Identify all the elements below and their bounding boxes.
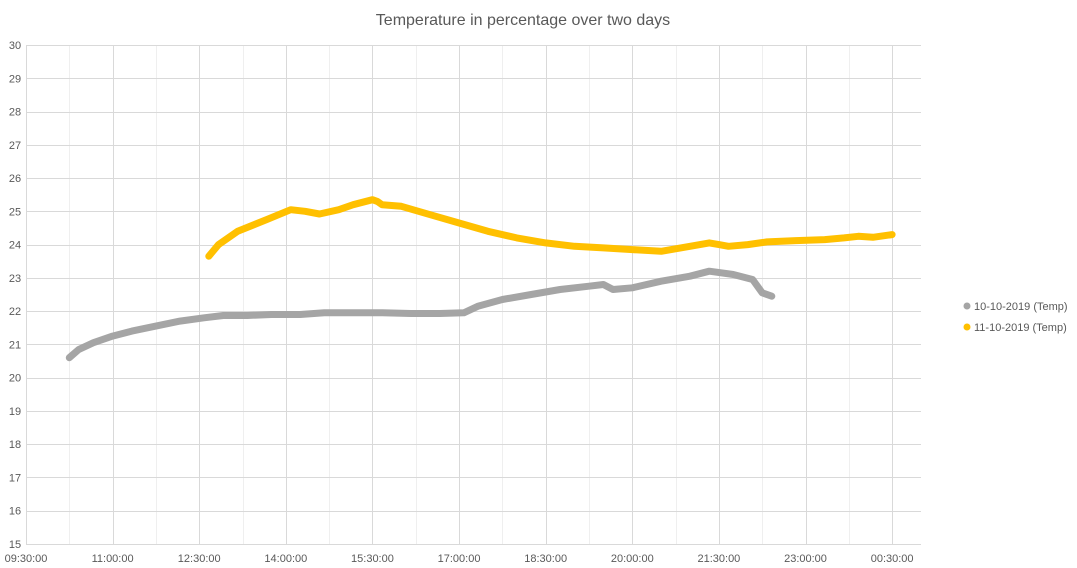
- series-lines: [65, 196, 896, 362]
- y-tick-label: 30: [9, 40, 21, 52]
- x-tick-label: 11:00:00: [92, 553, 134, 565]
- series-line-2: [205, 196, 896, 260]
- y-tick-label: 28: [9, 107, 21, 119]
- legend-marker: [963, 302, 971, 310]
- x-tick-label: 12:30:00: [178, 553, 221, 565]
- x-tick-label: 18:30:00: [524, 553, 567, 565]
- legend-entry: 11-10-2019 (Temp): [974, 322, 1067, 334]
- x-tick-label: 21:30:00: [697, 553, 740, 565]
- y-tick-label: 29: [9, 73, 21, 85]
- gridlines: [26, 45, 921, 545]
- y-tick-label: 18: [9, 439, 21, 451]
- y-tick-label: 21: [9, 339, 21, 351]
- y-tick-label: 15: [9, 539, 21, 551]
- legend-entry: 10-10-2019 (Temp): [974, 301, 1068, 313]
- y-tick-label: 19: [9, 406, 21, 418]
- y-tick-label: 24: [9, 240, 21, 252]
- x-tick-label: 20:00:00: [611, 553, 654, 565]
- chart-title: Temperature in percentage over two days: [376, 12, 670, 29]
- x-tick-label: 17:00:00: [438, 553, 481, 565]
- x-tick-label: 14:00:00: [264, 553, 307, 565]
- x-tick-label: 23:00:00: [784, 553, 827, 565]
- x-axis-tick-labels: 09:30:00 11:00:00 12:30:00 14:00:00 15:30:00…: [5, 553, 914, 565]
- y-tick-label: 16: [9, 506, 21, 518]
- y-tick-label: 26: [9, 173, 21, 185]
- y-tick-label: 23: [9, 273, 21, 285]
- y-tick-label: 27: [9, 140, 21, 152]
- series-line-1: [65, 267, 776, 362]
- y-tick-label: 22: [9, 306, 21, 318]
- legend: 10-10-2019 (Temp) 11-10-2019 (Temp): [963, 301, 1068, 334]
- x-tick-label: 09:30:00: [5, 553, 48, 565]
- y-axis-tick-labels: 15 16 17 18 19 20 21 22 23 24 25 26 27 28 29 30: [9, 40, 21, 551]
- legend-marker: [963, 323, 971, 331]
- x-tick-label: 15:30:00: [351, 553, 394, 565]
- y-tick-label: 20: [9, 373, 21, 385]
- y-tick-label: 17: [9, 472, 21, 484]
- y-tick-label: 25: [9, 206, 21, 218]
- x-tick-label: 00:30:00: [871, 553, 914, 565]
